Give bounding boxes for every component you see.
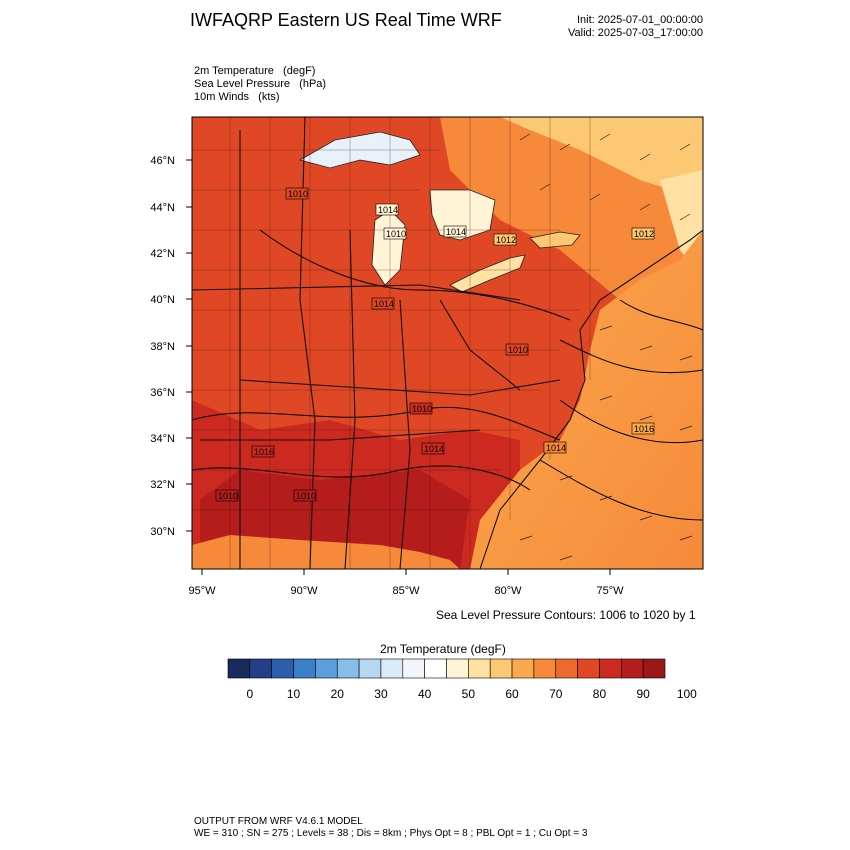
init-time: Init: 2025-07-01_00:00:00 — [577, 14, 703, 26]
contour-note: Sea Level Pressure Contours: 1006 to 102… — [436, 608, 696, 622]
pressure-label: 1012 — [634, 229, 654, 239]
colorbar-swatch — [380, 658, 404, 679]
lon-label: 95°W — [188, 585, 216, 597]
pressure-label: 1010 — [386, 229, 406, 239]
pressure-label: 1010 — [412, 404, 432, 414]
longitude-axis: 95°W 90°W 85°W 80°W 75°W — [188, 569, 624, 597]
valid-time: Valid: 2025-07-03_17:00:00 — [568, 27, 703, 39]
colorbar-swatch — [358, 658, 382, 679]
lon-label: 90°W — [290, 585, 318, 597]
colorbar-swatch — [489, 658, 513, 679]
colorbar-swatch — [468, 658, 491, 679]
pressure-labels: 1014 1010 1014 1012 1012 1010 1014 1010 … — [215, 187, 655, 502]
lat-label: 34°N — [150, 433, 175, 445]
pressure-label: 1016 — [254, 447, 274, 457]
lon-label: 75°W — [596, 585, 624, 597]
atlantic-ocean — [470, 230, 703, 569]
colorbar-title: 2m Temperature (degF) — [380, 642, 506, 656]
wind-barbs — [519, 133, 693, 561]
lat-label: 42°N — [150, 248, 175, 260]
colorbar-tick-label: 90 — [636, 687, 650, 701]
colorbar-swatch — [293, 658, 316, 679]
colorbar-swatch — [577, 658, 600, 679]
colorbar-swatch — [336, 658, 360, 679]
colorbar-tick-label: 100 — [677, 687, 697, 701]
northeast-cool-region — [500, 117, 703, 200]
page-title: IWFAQRP Eastern US Real Time WRF — [190, 10, 502, 30]
lat-label: 46°N — [150, 155, 175, 167]
lon-label: 85°W — [392, 585, 420, 597]
pressure-label: 1012 — [496, 235, 516, 245]
pressure-label: 1010 — [218, 491, 238, 501]
field-label-winds: 10m Winds (kts) — [194, 91, 280, 103]
pressure-label: 1010 — [296, 491, 316, 501]
colorbar-swatch — [446, 658, 469, 679]
colorbar-swatch — [620, 658, 644, 679]
colorbar-tick-label: 30 — [374, 687, 388, 701]
pressure-label: 1014 — [374, 299, 394, 309]
colorbar-swatch — [249, 658, 273, 679]
colorbar-swatch — [271, 658, 294, 679]
footer-model-line: OUTPUT FROM WRF V4.6.1 MODEL — [194, 816, 363, 827]
gulf-of-mexico — [192, 535, 460, 569]
pressure-label: 1010 — [508, 345, 528, 355]
map-plot-area — [192, 117, 703, 569]
state-boundaries — [192, 117, 703, 569]
colorbar-swatch — [227, 658, 251, 679]
colorbar-tick-label: 40 — [418, 687, 432, 701]
colorbar-tick-label: 10 — [287, 687, 301, 701]
pressure-label: 1014 — [446, 227, 466, 237]
plot-frame — [191, 116, 704, 570]
colorbar-tick-label: 70 — [549, 687, 563, 701]
footer-config-line: WE = 310 ; SN = 275 ; Levels = 38 ; Dis … — [194, 828, 588, 839]
colorbar-swatch — [599, 658, 622, 679]
colorbar-tick-label: 60 — [505, 687, 519, 701]
pressure-label: 1016 — [634, 424, 654, 434]
colorbar-swatch — [315, 658, 338, 679]
colorbar-swatch — [424, 658, 447, 679]
colorbar-swatch — [533, 658, 557, 679]
lon-label: 80°W — [494, 585, 522, 597]
pressure-label: 1010 — [288, 189, 308, 199]
pressure-label: 1014 — [378, 205, 398, 215]
colorbar-swatch — [642, 658, 666, 679]
colorbar-tick-label: 0 — [247, 687, 254, 701]
lake-ontario — [529, 231, 581, 249]
lat-label: 40°N — [150, 294, 175, 306]
colorbar — [227, 658, 666, 679]
colorbar-swatch — [555, 658, 578, 679]
colorbar-ticks: 0 10 20 30 40 50 60 70 80 90 100 — [247, 687, 698, 701]
lat-label: 36°N — [150, 387, 175, 399]
lake-erie — [449, 254, 526, 293]
pressure-contours — [192, 229, 703, 521]
pressure-label: 1014 — [546, 443, 566, 453]
field-label-pressure: Sea Level Pressure (hPa) — [194, 78, 327, 90]
field-label-temperature: 2m Temperature (degF) — [194, 65, 316, 77]
lat-label: 38°N — [150, 341, 175, 353]
lat-label: 30°N — [150, 526, 175, 538]
colorbar-tick-label: 50 — [462, 687, 476, 701]
colorbar-swatch — [511, 658, 535, 679]
colorbar-tick-label: 20 — [331, 687, 345, 701]
lat-label: 44°N — [150, 202, 175, 214]
lat-label: 32°N — [150, 479, 175, 491]
colorbar-tick-label: 80 — [593, 687, 607, 701]
latitude-axis: 46°N 44°N 42°N 40°N 38°N 36°N 34°N 32°N … — [150, 155, 192, 538]
pressure-label: 1014 — [424, 444, 444, 454]
colorbar-swatch — [402, 658, 425, 679]
